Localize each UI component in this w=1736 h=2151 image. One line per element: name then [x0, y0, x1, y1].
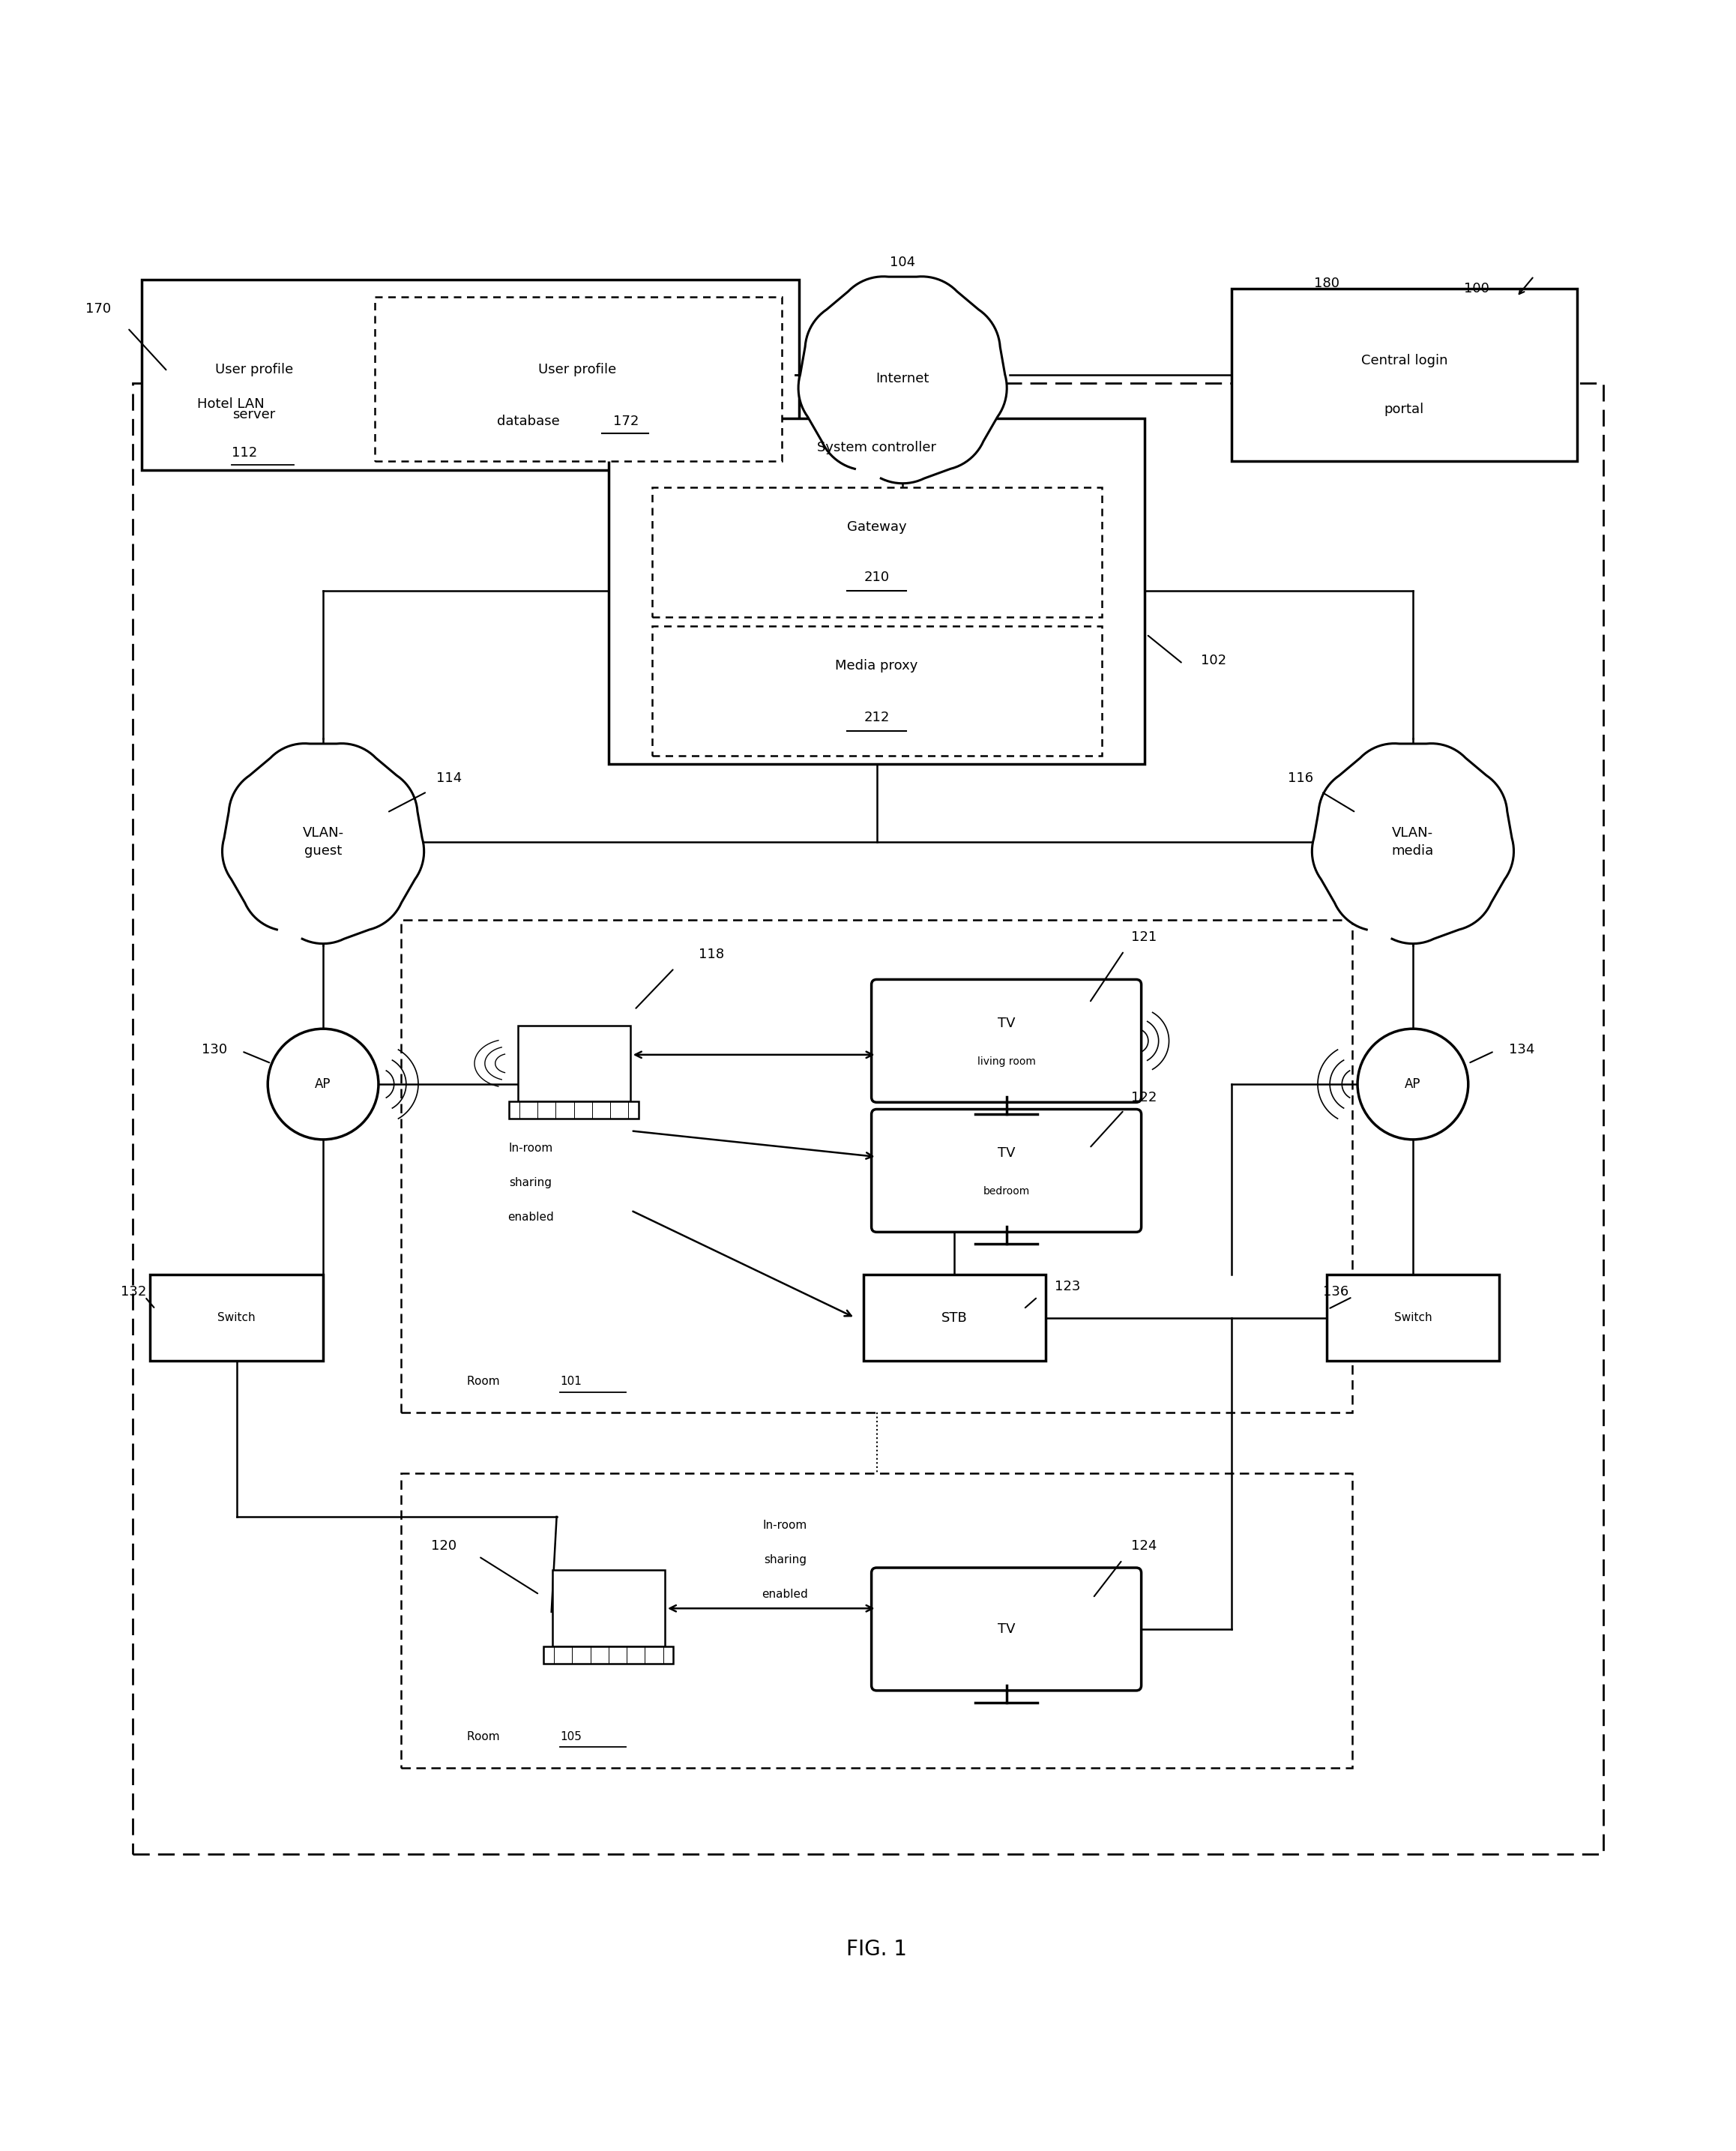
- Text: In-room: In-room: [509, 1142, 552, 1153]
- Text: TV: TV: [998, 1146, 1016, 1159]
- Text: FIG. 1: FIG. 1: [845, 1938, 906, 1960]
- Text: 122: 122: [1130, 1091, 1156, 1106]
- Text: TV: TV: [998, 1017, 1016, 1030]
- Text: 172: 172: [613, 415, 639, 428]
- Bar: [552, 1570, 665, 1646]
- Text: Central login: Central login: [1361, 355, 1448, 368]
- Text: 104: 104: [891, 256, 915, 269]
- Text: 180: 180: [1314, 275, 1338, 290]
- Bar: [651, 488, 1102, 617]
- Text: 132: 132: [122, 1284, 146, 1299]
- Polygon shape: [799, 277, 1007, 484]
- Text: enabled: enabled: [507, 1211, 554, 1224]
- Bar: [1231, 288, 1578, 460]
- Text: System controller: System controller: [818, 441, 936, 454]
- Text: 212: 212: [865, 710, 889, 725]
- Bar: [865, 1273, 1045, 1362]
- Text: Room: Room: [467, 1732, 503, 1742]
- Text: VLAN-: VLAN-: [1392, 826, 1434, 841]
- FancyBboxPatch shape: [871, 1110, 1141, 1233]
- Text: 118: 118: [698, 949, 724, 961]
- Text: 130: 130: [201, 1043, 227, 1056]
- Text: 120: 120: [431, 1540, 457, 1553]
- Text: STB: STB: [941, 1310, 967, 1325]
- Text: sharing: sharing: [764, 1555, 806, 1566]
- Text: Gateway: Gateway: [847, 521, 906, 533]
- Text: AP: AP: [314, 1078, 332, 1091]
- Text: guest: guest: [304, 843, 342, 858]
- Text: 101: 101: [561, 1377, 582, 1387]
- Bar: [651, 626, 1102, 755]
- Text: 134: 134: [1509, 1043, 1535, 1056]
- Bar: [609, 417, 1144, 764]
- Text: AP: AP: [1404, 1078, 1422, 1091]
- Text: 100: 100: [1463, 282, 1489, 295]
- Text: server: server: [233, 409, 276, 422]
- Text: User profile: User profile: [215, 364, 293, 376]
- Circle shape: [1358, 1028, 1469, 1140]
- Text: In-room: In-room: [762, 1521, 807, 1532]
- Text: 114: 114: [436, 772, 462, 785]
- Text: 121: 121: [1130, 931, 1156, 944]
- Bar: [1326, 1273, 1500, 1362]
- Bar: [134, 383, 1602, 1854]
- Bar: [543, 1646, 674, 1663]
- Circle shape: [267, 1028, 378, 1140]
- Text: User profile: User profile: [538, 364, 616, 376]
- Text: 105: 105: [561, 1732, 582, 1742]
- Polygon shape: [222, 744, 424, 944]
- Bar: [375, 297, 781, 460]
- Text: bedroom: bedroom: [983, 1185, 1029, 1196]
- Text: Internet: Internet: [877, 372, 929, 385]
- Text: living room: living room: [977, 1056, 1036, 1067]
- Text: enabled: enabled: [762, 1590, 809, 1600]
- Text: 210: 210: [865, 570, 889, 583]
- Text: Switch: Switch: [217, 1312, 255, 1323]
- Text: Switch: Switch: [1394, 1312, 1432, 1323]
- Text: 112: 112: [231, 445, 257, 460]
- Text: Hotel LAN: Hotel LAN: [196, 398, 264, 411]
- Text: TV: TV: [998, 1622, 1016, 1637]
- Text: Media proxy: Media proxy: [835, 658, 918, 673]
- Polygon shape: [1312, 744, 1514, 944]
- Text: portal: portal: [1384, 402, 1424, 415]
- Text: media: media: [1392, 843, 1434, 858]
- Text: 136: 136: [1323, 1284, 1349, 1299]
- Text: database: database: [496, 415, 564, 428]
- Text: sharing: sharing: [509, 1177, 552, 1187]
- Bar: [509, 1101, 639, 1119]
- Text: 116: 116: [1288, 772, 1312, 785]
- FancyBboxPatch shape: [871, 1568, 1141, 1691]
- Text: 123: 123: [1055, 1280, 1080, 1293]
- Text: 170: 170: [85, 303, 111, 316]
- Bar: [517, 1026, 630, 1101]
- Bar: [149, 1273, 323, 1362]
- Bar: [142, 280, 799, 469]
- Bar: [401, 1473, 1352, 1768]
- Text: 124: 124: [1130, 1540, 1156, 1553]
- Bar: [401, 921, 1352, 1413]
- Text: VLAN-: VLAN-: [302, 826, 344, 841]
- Text: Room: Room: [467, 1377, 503, 1387]
- FancyBboxPatch shape: [871, 979, 1141, 1101]
- Text: 102: 102: [1201, 654, 1227, 667]
